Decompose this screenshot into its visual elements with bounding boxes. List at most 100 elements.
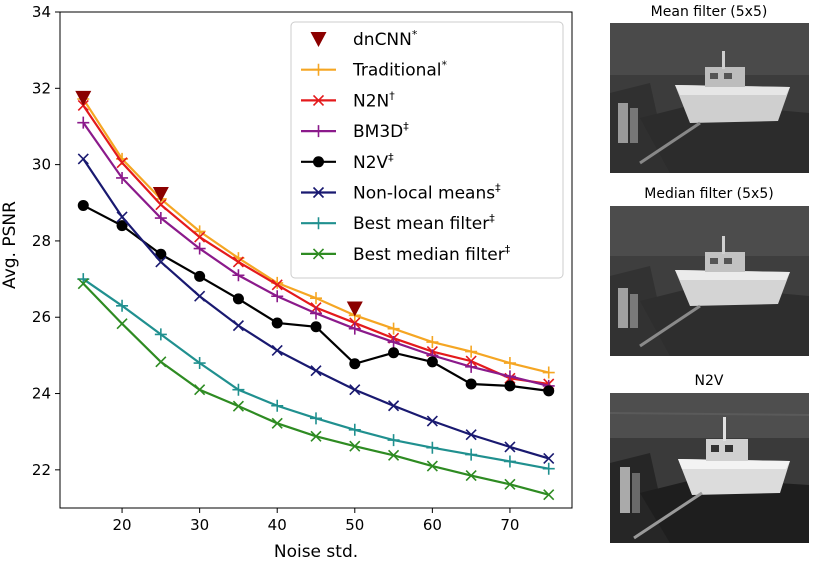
data-point-non-local-means — [426, 415, 438, 427]
data-point-dncnn — [152, 186, 169, 202]
data-point-non-local-means — [543, 452, 555, 464]
data-point-n2v — [349, 358, 361, 370]
data-point-bm3d — [503, 370, 516, 383]
chart-legend: dnCNN* Traditional* N2N† BM3D‡ N2V‡ Non-local… — [290, 21, 564, 279]
data-point-n2n — [116, 157, 128, 169]
x-tick-label: 30 — [190, 516, 209, 534]
data-point-bm3d — [271, 290, 284, 303]
x-tick-label: 40 — [268, 516, 287, 534]
y-tick-label: 34 — [32, 3, 51, 21]
y-axis-label: Avg. PSNR — [0, 201, 20, 289]
data-point-n2v — [271, 317, 283, 329]
data-point-best-mean-filter — [193, 357, 206, 370]
plot-frame — [59, 11, 573, 509]
data-point-traditional — [503, 357, 516, 370]
data-point-n2v — [465, 378, 477, 390]
legend-marker-non-local-means — [312, 186, 325, 199]
data-point-bm3d — [154, 212, 167, 225]
legend-marker-best-mean-filter — [312, 217, 325, 230]
median-filter-panel: Median filter (5x5) — [609, 185, 809, 203]
data-point-bm3d — [232, 269, 245, 282]
data-point-non-local-means — [271, 344, 283, 356]
data-point-best-median-filter — [465, 470, 477, 482]
mean-filter-title: Mean filter (5x5) — [650, 4, 768, 20]
data-point-best-median-filter — [116, 318, 128, 330]
legend-marker-traditional — [312, 63, 325, 76]
data-point-bm3d — [116, 171, 129, 184]
n2v-panel: N2V — [609, 372, 809, 390]
data-point-non-local-means — [504, 441, 516, 453]
data-point-traditional — [465, 345, 478, 358]
data-point-n2n — [271, 279, 283, 291]
data-point-dncnn — [346, 301, 363, 317]
data-point-best-median-filter — [426, 460, 438, 472]
data-point-best-mean-filter — [465, 448, 478, 461]
data-point-bm3d — [387, 336, 400, 349]
y-tick-label: 24 — [32, 385, 51, 403]
data-point-bm3d — [348, 322, 361, 335]
data-point-non-local-means — [465, 429, 477, 441]
data-point-best-median-filter — [194, 384, 206, 396]
legend-marker-dncnn — [310, 32, 327, 47]
data-point-dncnn — [75, 90, 92, 106]
data-point-traditional — [426, 336, 439, 349]
data-point-traditional — [310, 292, 322, 305]
data-point-best-mean-filter — [426, 441, 439, 454]
data-point-best-mean-filter — [542, 462, 555, 475]
data-point-non-local-means — [232, 320, 244, 332]
data-point-best-mean-filter — [154, 328, 167, 341]
legend-label-dncnn: dnCNN* — [353, 28, 418, 50]
legend-marker-n2v — [313, 156, 324, 168]
legend-marker-bm3d — [312, 125, 325, 138]
psnr-chart: 20 30 40 50 60 70 22 24 26 28 30 32 34 dnCNN* Traditi… — [0, 3, 573, 561]
data-point-n2n — [232, 256, 244, 268]
y-tick-label: 32 — [32, 79, 51, 97]
data-point-n2v — [426, 356, 438, 368]
legend-marker-best-median-filter — [312, 248, 325, 260]
y-tick-label: 22 — [32, 461, 51, 479]
legend-label-bm3d: BM3D‡ — [353, 120, 409, 142]
data-point-best-median-filter — [310, 430, 322, 442]
boat-n2v-image — [610, 393, 809, 543]
data-point-best-median-filter — [271, 417, 283, 429]
median-filter-title: Median filter (5x5) — [644, 186, 774, 202]
data-point-n2n — [194, 231, 206, 243]
data-point-best-mean-filter — [503, 455, 516, 468]
data-point-traditional — [542, 366, 555, 379]
data-point-n2v — [77, 199, 89, 211]
data-point-non-local-means — [77, 153, 89, 165]
data-point-n2v — [116, 220, 128, 232]
data-point-bm3d — [465, 360, 478, 373]
data-point-non-local-means — [116, 211, 128, 223]
data-point-best-mean-filter — [310, 412, 322, 425]
data-point-best-mean-filter — [387, 434, 400, 447]
data-point-bm3d — [193, 242, 206, 255]
y-tick-label: 26 — [32, 308, 51, 326]
x-tick-label: 20 — [113, 516, 132, 534]
data-point-best-median-filter — [155, 356, 167, 368]
data-point-n2n — [155, 199, 167, 211]
x-axis-label: Noise std. — [274, 542, 358, 561]
data-point-n2v — [310, 321, 322, 333]
n2v-title: N2V — [694, 373, 724, 389]
legend-label-non-local-means: Non-local means‡ — [353, 182, 501, 204]
data-point-non-local-means — [310, 365, 322, 377]
data-point-best-median-filter — [349, 440, 361, 452]
y-tick-label: 30 — [32, 156, 51, 174]
data-point-best-mean-filter — [271, 399, 284, 412]
boat-median-filter-image — [610, 206, 809, 356]
data-point-non-local-means — [194, 290, 206, 302]
x-tick-label: 60 — [423, 516, 442, 534]
legend-label-traditional: Traditional* — [352, 59, 448, 81]
data-point-traditional — [387, 322, 400, 335]
data-point-best-median-filter — [232, 400, 244, 412]
mean-filter-panel: Mean filter (5x5) — [609, 3, 809, 21]
legend-label-best-mean-filter: Best mean filter‡ — [353, 212, 495, 234]
data-point-best-median-filter — [388, 449, 400, 461]
x-tick-label: 50 — [345, 516, 364, 534]
data-point-best-mean-filter — [116, 299, 129, 312]
data-point-n2v — [388, 347, 400, 359]
data-point-n2v — [504, 380, 516, 392]
data-point-best-median-filter — [77, 278, 89, 290]
data-point-n2v — [232, 293, 244, 305]
